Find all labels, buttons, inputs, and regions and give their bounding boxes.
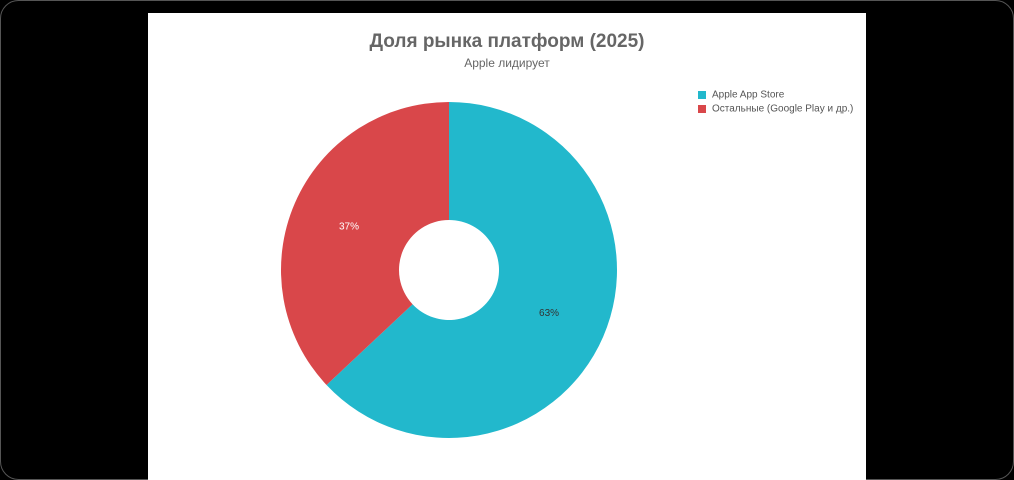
- legend-swatch: [698, 91, 706, 99]
- data-label: 37%: [339, 221, 359, 232]
- donut-slice: [326, 102, 617, 439]
- donut-slice: [281, 102, 449, 386]
- legend-swatch: [698, 105, 706, 113]
- legend-label: Остальные (Google Play и др.): [712, 104, 853, 115]
- legend-label: Apple App Store: [712, 90, 785, 101]
- chart-title: Доля рынка платформ (2025): [369, 31, 644, 52]
- data-label: 63%: [539, 308, 559, 319]
- chart-subtitle: Apple лидирует: [464, 56, 550, 70]
